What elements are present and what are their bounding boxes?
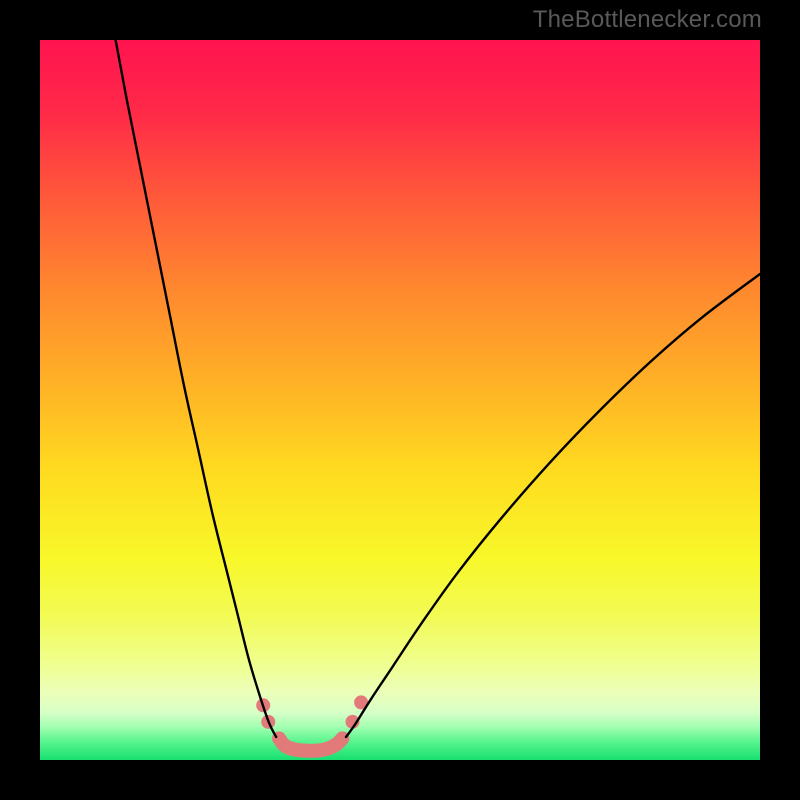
chart-root: TheBottlenecker.com	[0, 0, 800, 800]
watermark-text: TheBottlenecker.com	[533, 6, 762, 34]
plot-gradient-background	[40, 40, 760, 760]
